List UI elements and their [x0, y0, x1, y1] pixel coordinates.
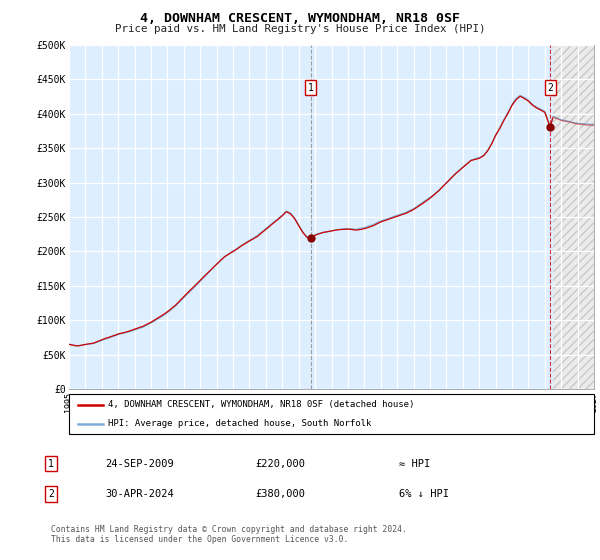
- Bar: [69, 45, 553, 389]
- Text: ≈ HPI: ≈ HPI: [399, 459, 430, 469]
- Text: Price paid vs. HM Land Registry's House Price Index (HPI): Price paid vs. HM Land Registry's House …: [115, 24, 485, 34]
- Text: 1: 1: [308, 83, 314, 93]
- Bar: [553, 45, 594, 389]
- Text: 30-APR-2024: 30-APR-2024: [105, 489, 174, 499]
- Text: Contains HM Land Registry data © Crown copyright and database right 2024.: Contains HM Land Registry data © Crown c…: [51, 525, 407, 534]
- Bar: [553, 45, 594, 389]
- Text: 1: 1: [48, 459, 54, 469]
- Text: 24-SEP-2009: 24-SEP-2009: [105, 459, 174, 469]
- Text: 4, DOWNHAM CRESCENT, WYMONDHAM, NR18 0SF (detached house): 4, DOWNHAM CRESCENT, WYMONDHAM, NR18 0SF…: [109, 400, 415, 409]
- Text: 2: 2: [48, 489, 54, 499]
- FancyBboxPatch shape: [69, 394, 594, 434]
- Text: This data is licensed under the Open Government Licence v3.0.: This data is licensed under the Open Gov…: [51, 535, 349, 544]
- Text: 6% ↓ HPI: 6% ↓ HPI: [399, 489, 449, 499]
- Text: £220,000: £220,000: [255, 459, 305, 469]
- Text: £380,000: £380,000: [255, 489, 305, 499]
- Text: HPI: Average price, detached house, South Norfolk: HPI: Average price, detached house, Sout…: [109, 419, 372, 428]
- Text: 2: 2: [547, 83, 553, 93]
- Text: 4, DOWNHAM CRESCENT, WYMONDHAM, NR18 0SF: 4, DOWNHAM CRESCENT, WYMONDHAM, NR18 0SF: [140, 12, 460, 25]
